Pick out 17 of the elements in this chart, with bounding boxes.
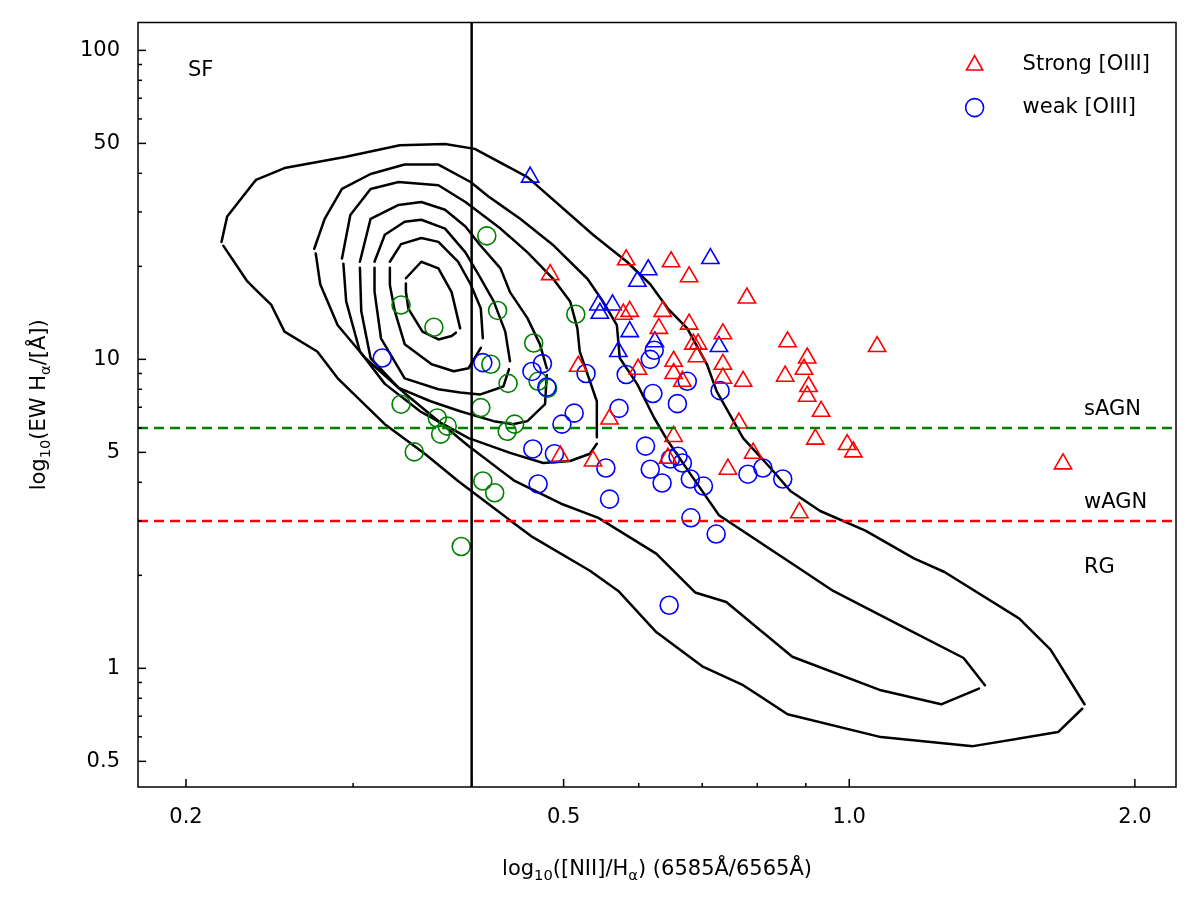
x-tick-label: 1.0 — [832, 804, 866, 829]
ref-line-label: wAGN — [1084, 489, 1148, 514]
legend-label: Strong [OIII] — [1022, 51, 1151, 76]
annotation: SF — [188, 57, 214, 82]
y-tick-label: 10 — [93, 345, 120, 370]
y-tick-label: 100 — [79, 36, 120, 61]
y-tick-label: 50 — [93, 129, 120, 154]
x-tick-label: 0.2 — [169, 804, 203, 829]
y-tick-label: 5 — [106, 438, 120, 463]
legend-label: weak [OIII] — [1022, 94, 1136, 119]
ref-line-label: sAGN — [1084, 396, 1141, 421]
x-tick-label: 2.0 — [1118, 804, 1152, 829]
y-tick-label: 1 — [106, 654, 120, 679]
y-axis-title: log10(EW Hα/[Å]) — [24, 319, 54, 491]
y-tick-label: 0.5 — [86, 747, 120, 772]
annotation: RG — [1084, 554, 1115, 579]
x-tick-label: 0.5 — [546, 804, 581, 829]
